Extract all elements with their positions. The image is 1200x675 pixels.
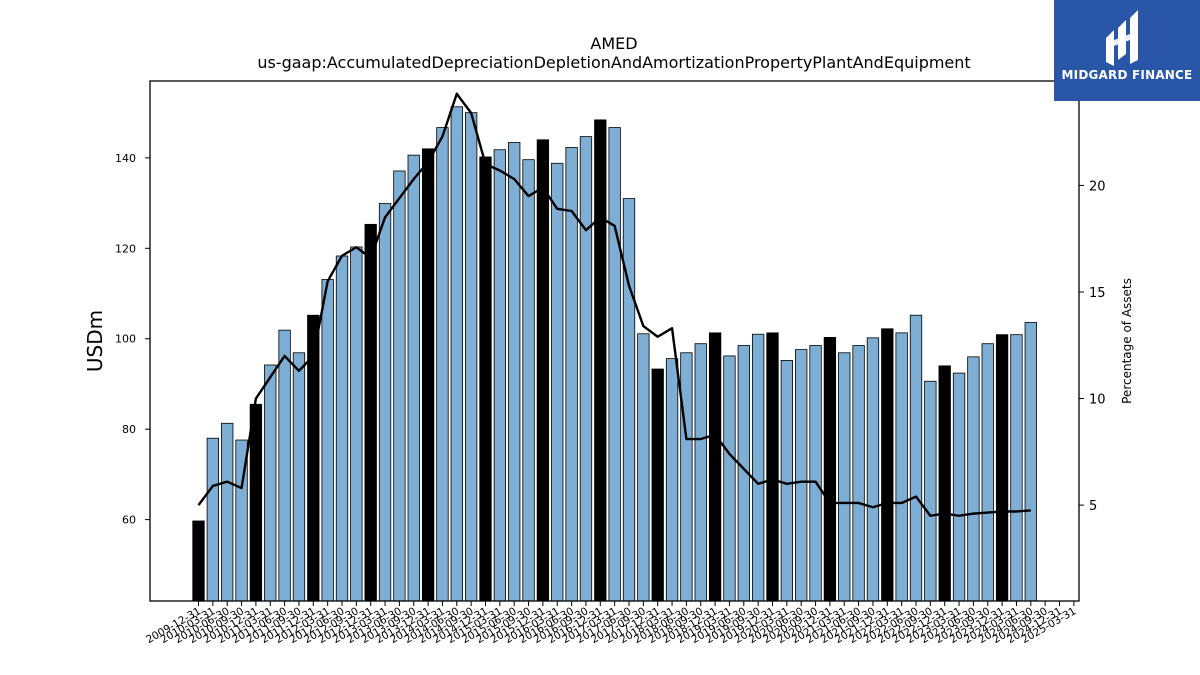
y2-axis-label: Percentage of Assets xyxy=(1120,278,1134,404)
bar-2013-06-30 xyxy=(393,170,406,602)
bar-2013-12-31 xyxy=(421,148,435,602)
bar-2019-03-31 xyxy=(723,355,736,602)
bar-2021-06-30 xyxy=(852,345,865,602)
bar-2024-03-31 xyxy=(1010,334,1023,602)
bar-2014-06-30 xyxy=(450,106,463,602)
brand-name: MIDGARD FINANCE xyxy=(1061,68,1193,82)
chart-title: AMED xyxy=(590,34,637,53)
bar-2022-12-31 xyxy=(938,365,951,602)
y2-tick-label-10: 10 xyxy=(1089,393,1106,408)
bar-2012-12-31 xyxy=(364,223,377,602)
midgard-logo-icon xyxy=(1106,10,1138,66)
bar-2011-06-30 xyxy=(278,329,291,602)
bar-2015-03-31 xyxy=(493,149,507,602)
bar-2017-09-30 xyxy=(637,333,650,602)
bar-2012-06-30 xyxy=(335,255,349,602)
brand-logo: MIDGARD FINANCE xyxy=(1054,0,1200,101)
y2-tick-label-5: 5 xyxy=(1089,499,1097,514)
y-tick-label-80: 80 xyxy=(122,423,136,436)
y-tick-label-100: 100 xyxy=(115,333,136,346)
y2-tick-label-20: 20 xyxy=(1089,179,1106,194)
bar-2020-03-31 xyxy=(780,360,793,602)
bar-2018-12-31 xyxy=(708,332,722,602)
bar-2010-12-31 xyxy=(249,403,263,602)
bar-2012-09-30 xyxy=(350,246,363,602)
bar-2022-09-30 xyxy=(924,380,937,602)
line-layer xyxy=(197,92,1031,517)
bar-2019-09-30 xyxy=(752,333,765,602)
bar-2017-12-31 xyxy=(651,368,664,602)
bar-2022-03-31 xyxy=(895,332,908,602)
percentage-line xyxy=(197,92,1031,517)
bar-2017-03-31 xyxy=(608,127,621,602)
bar-2022-06-30 xyxy=(909,314,923,602)
bars-layer xyxy=(192,106,1037,602)
bar-2010-03-31 xyxy=(206,437,220,602)
bar-2016-09-30 xyxy=(579,136,593,602)
bar-2024-06-30 xyxy=(1024,322,1037,602)
bar-2014-12-31 xyxy=(479,156,492,602)
bar-2021-12-31 xyxy=(881,328,894,602)
y-tick-label-140: 140 xyxy=(115,152,136,165)
bar-2018-06-30 xyxy=(680,352,693,602)
bar-2015-12-31 xyxy=(536,139,550,602)
bar-2011-12-31 xyxy=(307,314,320,602)
bar-2021-09-30 xyxy=(866,337,880,602)
y-tick-label-60: 60 xyxy=(122,514,136,527)
bar-2009-12-31 xyxy=(192,520,205,602)
bar-2013-09-30 xyxy=(407,154,420,602)
bar-2018-09-30 xyxy=(694,343,707,602)
bar-2020-06-30 xyxy=(795,349,808,602)
y-axis-label: USDm xyxy=(83,310,107,372)
chart-subtitle: us-gaap:AccumulatedDepreciationDepletion… xyxy=(257,53,970,72)
bar-2014-03-31 xyxy=(436,127,449,602)
bar-2019-12-31 xyxy=(766,332,779,602)
y-tick-label-120: 120 xyxy=(115,242,136,255)
bar-2023-03-31 xyxy=(952,372,966,602)
bar-2023-12-31 xyxy=(995,334,1009,602)
bar-2020-09-30 xyxy=(809,345,822,602)
y2-tick-label-15: 15 xyxy=(1089,286,1106,301)
bar-2011-09-30 xyxy=(292,352,306,602)
bar-2016-12-31 xyxy=(594,119,607,602)
bar-2012-03-31 xyxy=(321,279,334,602)
bar-2015-09-30 xyxy=(522,159,535,602)
bar-2023-09-30 xyxy=(981,343,994,602)
x-axis: 2009-12-312010-03-312010-06-302010-09-30… xyxy=(144,601,1078,646)
bar-2014-09-30 xyxy=(464,112,478,602)
bar-2017-06-30 xyxy=(622,198,636,602)
bar-2015-06-30 xyxy=(508,142,521,602)
y-axis: 60 80 100 120 140 xyxy=(115,152,150,527)
bar-2010-06-30 xyxy=(221,422,234,602)
bar-2020-12-31 xyxy=(823,336,837,602)
bar-2023-06-30 xyxy=(967,356,980,602)
bar-2011-03-31 xyxy=(264,364,277,602)
bar-2013-03-31 xyxy=(378,203,392,602)
bar-2016-03-31 xyxy=(551,162,564,602)
bar-2021-03-31 xyxy=(838,352,851,602)
bar-2018-03-31 xyxy=(665,358,679,602)
y2-axis: 5 10 15 20 xyxy=(1079,179,1106,514)
